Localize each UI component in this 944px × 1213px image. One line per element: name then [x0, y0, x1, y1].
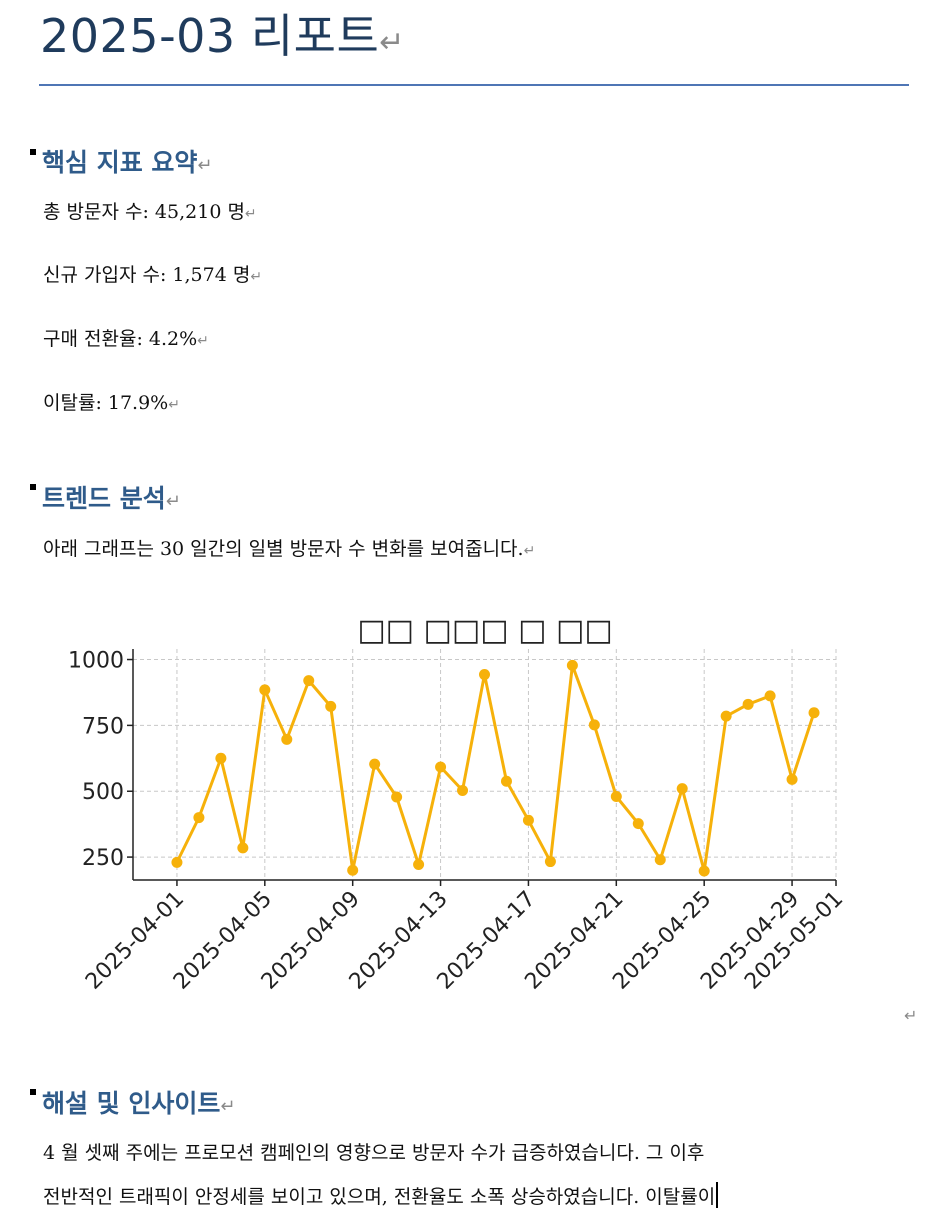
- y-tick-label: 250: [82, 846, 124, 871]
- chart-title: □□ □□□ □ □□: [357, 613, 612, 648]
- data-point: [479, 669, 490, 681]
- series-line: [175, 663, 816, 873]
- data-point: [171, 856, 183, 868]
- text-cursor: [716, 1182, 718, 1208]
- heading-bullet: [30, 484, 36, 490]
- data-point: [435, 761, 447, 773]
- data-point: [764, 690, 776, 702]
- data-point: [500, 775, 512, 787]
- data-point: [588, 719, 600, 731]
- y-tick-label: 500: [82, 780, 124, 805]
- y-tick-label: 750: [82, 714, 124, 739]
- section-heading-summary: 핵심 지표 요약↵: [42, 148, 213, 177]
- data-point: [566, 659, 578, 671]
- y-tick-label: 1000: [68, 649, 124, 674]
- metric-conversion: 구매 전환율: 4.2%↵: [43, 328, 209, 350]
- data-point: [215, 752, 227, 764]
- data-point: [742, 698, 754, 710]
- paragraph-mark: ↵: [168, 397, 180, 413]
- heading-bullet: [30, 149, 36, 155]
- data-point: [369, 758, 381, 770]
- data-point: [413, 858, 425, 870]
- trend-intro: 아래 그래프는 30 일간의 일별 방문자 수 변화를 보여줍니다.↵: [43, 538, 536, 560]
- page-title: 2025-03 리포트↵: [40, 9, 405, 63]
- paragraph-mark: ↵: [904, 1006, 918, 1025]
- insight-line-1: 4 월 셋째 주에는 프로모션 캠페인의 영향으로 방문자 수가 급증하였습니다…: [43, 1142, 705, 1164]
- paragraph-mark: ↵: [220, 1096, 236, 1117]
- section-heading-trend: 트렌드 분석↵: [42, 484, 181, 513]
- chart-ticks: 25050075010002025-04-012025-04-052025-04…: [68, 649, 848, 995]
- metric-bounce: 이탈률: 17.9%↵: [43, 392, 180, 414]
- data-point: [786, 773, 798, 785]
- data-point: [632, 818, 644, 830]
- data-point: [193, 812, 205, 824]
- data-point: [808, 707, 820, 719]
- data-point: [676, 783, 688, 795]
- paragraph-mark: ↵: [250, 269, 263, 285]
- data-point: [259, 684, 271, 696]
- title-divider: [39, 84, 909, 86]
- data-point: [347, 864, 359, 876]
- data-point: [522, 814, 534, 826]
- paragraph-mark: ↵: [197, 155, 213, 176]
- paragraph-mark: ↵: [244, 206, 257, 222]
- insight-line-2: 전반적인 트래픽이 안정세를 보이고 있으며, 전환율도 소폭 상승하였습니다.…: [43, 1182, 718, 1209]
- data-point: [325, 700, 337, 712]
- metric-visitors: 총 방문자 수: 45,210 명↵: [43, 201, 257, 223]
- data-point: [698, 865, 710, 877]
- data-point: [720, 710, 732, 722]
- paragraph-mark: ↵: [379, 25, 405, 60]
- metric-signups: 신규 가입자 수: 1,574 명↵: [43, 264, 263, 286]
- data-point: [281, 733, 293, 745]
- paragraph-mark: ↵: [197, 333, 209, 349]
- data-point: [610, 791, 622, 803]
- data-point: [654, 854, 666, 866]
- paragraph-mark: ↵: [523, 543, 536, 559]
- data-point: [544, 856, 556, 868]
- data-point: [237, 842, 249, 854]
- data-point: [457, 784, 469, 796]
- paragraph-mark: ↵: [165, 491, 181, 512]
- data-point: [303, 675, 315, 687]
- data-point: [391, 791, 403, 803]
- chart-axes: [132, 649, 836, 881]
- chart-series: [171, 659, 820, 877]
- heading-bullet: [30, 1089, 36, 1095]
- section-heading-insight: 해설 및 인사이트↵: [42, 1089, 236, 1118]
